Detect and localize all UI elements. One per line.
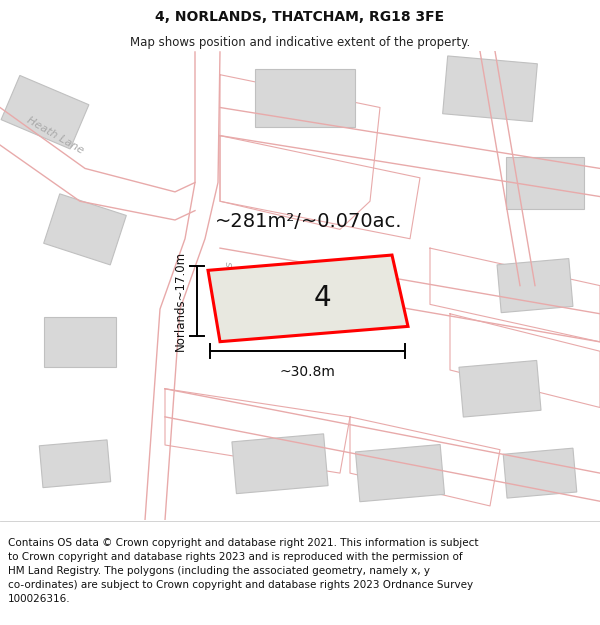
Polygon shape <box>44 317 116 367</box>
Text: Norlands: Norlands <box>225 261 235 311</box>
Polygon shape <box>39 440 111 488</box>
Text: 100026316.: 100026316. <box>8 594 71 604</box>
Text: 4: 4 <box>313 284 331 312</box>
Polygon shape <box>506 156 584 209</box>
Text: ~30.8m: ~30.8m <box>280 365 335 379</box>
Polygon shape <box>497 259 573 312</box>
Polygon shape <box>355 444 445 502</box>
Polygon shape <box>208 255 408 342</box>
Text: to Crown copyright and database rights 2023 and is reproduced with the permissio: to Crown copyright and database rights 2… <box>8 552 463 562</box>
Polygon shape <box>255 69 355 127</box>
Polygon shape <box>503 448 577 498</box>
Polygon shape <box>1 76 89 149</box>
Text: co-ordinates) are subject to Crown copyright and database rights 2023 Ordnance S: co-ordinates) are subject to Crown copyr… <box>8 580 473 590</box>
Text: Norlands~17.0m: Norlands~17.0m <box>174 251 187 351</box>
Text: Heath Lane: Heath Lane <box>25 115 85 156</box>
Polygon shape <box>44 194 127 265</box>
Text: ~281m²/~0.070ac.: ~281m²/~0.070ac. <box>215 212 403 231</box>
Text: Contains OS data © Crown copyright and database right 2021. This information is : Contains OS data © Crown copyright and d… <box>8 538 479 548</box>
Text: 4, NORLANDS, THATCHAM, RG18 3FE: 4, NORLANDS, THATCHAM, RG18 3FE <box>155 10 445 24</box>
Polygon shape <box>459 361 541 417</box>
Text: HM Land Registry. The polygons (including the associated geometry, namely x, y: HM Land Registry. The polygons (includin… <box>8 566 430 576</box>
Polygon shape <box>443 56 538 121</box>
Polygon shape <box>232 434 328 494</box>
Text: Map shows position and indicative extent of the property.: Map shows position and indicative extent… <box>130 36 470 49</box>
